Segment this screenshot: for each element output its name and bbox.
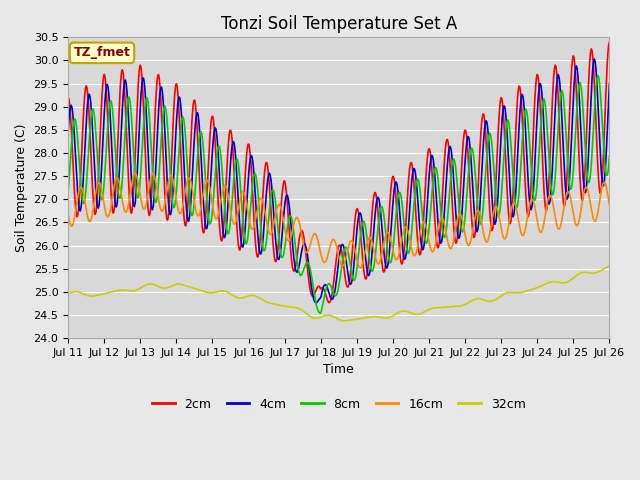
Line: 2cm: 2cm: [68, 42, 609, 302]
Y-axis label: Soil Temperature (C): Soil Temperature (C): [15, 123, 28, 252]
Title: Tonzi Soil Temperature Set A: Tonzi Soil Temperature Set A: [221, 15, 457, 33]
32cm: [130, 288, 138, 294]
16cm: [131, 170, 139, 176]
32cm: [185, 284, 193, 289]
32cm: [421, 309, 429, 314]
16cm: [186, 175, 193, 181]
32cm: [605, 263, 613, 269]
16cm: [356, 265, 364, 271]
4cm: [312, 300, 319, 306]
4cm: [605, 81, 613, 86]
2cm: [64, 95, 72, 100]
8cm: [605, 153, 613, 159]
2cm: [405, 170, 413, 176]
32cm: [64, 291, 72, 297]
4cm: [421, 234, 429, 240]
16cm: [605, 202, 613, 208]
2cm: [74, 212, 82, 217]
8cm: [421, 237, 429, 242]
16cm: [406, 238, 414, 243]
8cm: [317, 311, 324, 316]
16cm: [214, 213, 222, 218]
16cm: [422, 223, 429, 228]
Line: 16cm: 16cm: [68, 173, 609, 268]
4cm: [185, 218, 193, 224]
8cm: [130, 151, 138, 156]
32cm: [213, 289, 221, 295]
Text: TZ_fmet: TZ_fmet: [74, 47, 131, 60]
32cm: [74, 289, 82, 295]
2cm: [185, 188, 193, 193]
2cm: [326, 300, 333, 305]
16cm: [64, 212, 72, 217]
4cm: [405, 214, 413, 219]
8cm: [74, 140, 82, 145]
32cm: [341, 318, 349, 324]
2cm: [421, 191, 429, 196]
2cm: [605, 39, 613, 45]
8cm: [595, 73, 602, 79]
Line: 32cm: 32cm: [68, 266, 609, 321]
Line: 4cm: 4cm: [68, 59, 609, 303]
4cm: [64, 129, 72, 134]
2cm: [130, 187, 138, 193]
4cm: [74, 194, 82, 200]
2cm: [213, 180, 221, 186]
4cm: [130, 203, 138, 208]
8cm: [213, 149, 221, 155]
8cm: [64, 189, 72, 194]
4cm: [591, 56, 598, 62]
32cm: [405, 310, 413, 315]
X-axis label: Time: Time: [323, 363, 354, 376]
8cm: [185, 184, 193, 190]
8cm: [405, 249, 413, 254]
4cm: [213, 136, 221, 142]
Legend: 2cm, 4cm, 8cm, 16cm, 32cm: 2cm, 4cm, 8cm, 16cm, 32cm: [147, 393, 531, 416]
16cm: [130, 172, 138, 178]
16cm: [74, 193, 82, 199]
Line: 8cm: 8cm: [68, 76, 609, 313]
